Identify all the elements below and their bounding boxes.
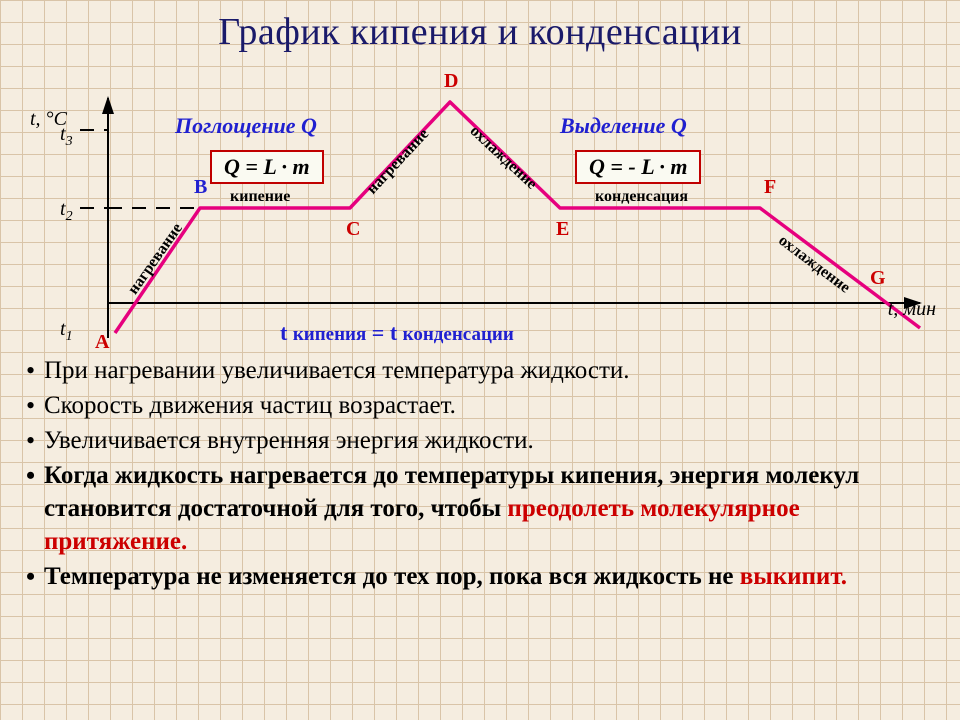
point-E: E — [556, 218, 569, 241]
formula-release: Q = - L · m — [575, 150, 701, 184]
bullet-item: Температура не изменяется до тех пор, по… — [26, 560, 940, 593]
bullet-item: Увеличивается внутренняя энергия жидкост… — [26, 424, 940, 457]
point-C: C — [346, 218, 360, 241]
bullet-item: При нагревании увеличивается температура… — [26, 354, 940, 387]
chart-svg — [20, 58, 940, 348]
point-G: G — [870, 267, 886, 290]
point-B: B — [194, 176, 207, 199]
bullet-item: Скорость движения частиц возрастает. — [26, 389, 940, 422]
point-A: A — [95, 331, 109, 354]
point-F: F — [764, 176, 776, 199]
phase-chart: t, °C t, мин t3 t2 t1 Поглощение Q Выдел… — [20, 58, 940, 348]
header-release: Выделение Q — [560, 113, 687, 139]
point-D: D — [444, 70, 458, 93]
y-tick-t2: t2 — [60, 198, 73, 225]
formula-absorb: Q = L · m — [210, 150, 324, 184]
slide-content: График кипения и конденсации t, °C t, ми… — [0, 0, 960, 720]
process-boiling: кипение — [230, 188, 290, 206]
process-condensation: конденсация — [595, 188, 688, 206]
x-axis-label: t, мин — [888, 298, 936, 321]
header-absorb: Поглощение Q — [175, 113, 317, 139]
bullet-item: Когда жидкость нагревается до температур… — [26, 459, 940, 558]
page-title: График кипения и конденсации — [20, 10, 940, 54]
y-tick-t3: t3 — [60, 123, 73, 150]
bullet-list: При нагревании увеличивается температура… — [20, 354, 940, 593]
y-tick-t1: t1 — [60, 318, 73, 345]
equation-line: t кипения = t конденсации — [280, 320, 514, 346]
